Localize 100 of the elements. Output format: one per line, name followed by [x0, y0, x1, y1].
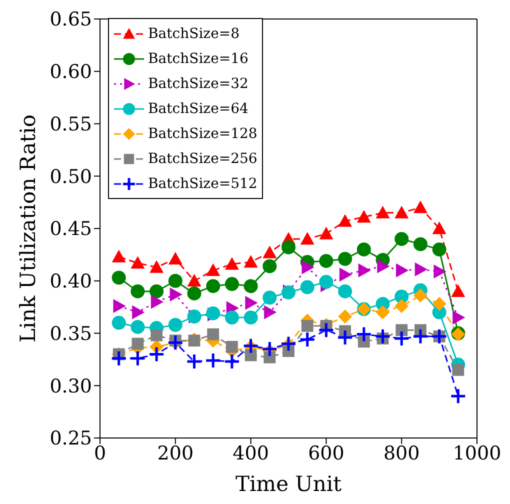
x-tick-label: 1000 [452, 442, 502, 464]
y-tick-label: 0.30 [50, 375, 92, 398]
point [394, 206, 409, 218]
point [338, 214, 352, 227]
point [168, 252, 182, 264]
point [244, 279, 258, 294]
point [168, 318, 182, 332]
point [262, 290, 277, 305]
point [130, 320, 145, 334]
point [374, 328, 391, 345]
point [356, 242, 371, 256]
x-tick-label: 800 [383, 442, 420, 464]
point [264, 351, 276, 364]
point [413, 288, 428, 303]
point [396, 324, 408, 336]
point [300, 232, 314, 245]
point [129, 350, 146, 367]
point [414, 262, 428, 276]
point [432, 242, 446, 256]
y-tick-label: 0.60 [50, 61, 92, 84]
y-tick-label: 0.50 [50, 166, 92, 188]
point [396, 263, 409, 278]
point [282, 345, 294, 358]
point [394, 232, 409, 246]
x-tick-label: 200 [157, 442, 194, 464]
y-tick-label: 0.55 [50, 113, 92, 136]
point [224, 277, 239, 292]
point [168, 274, 182, 288]
point [207, 328, 220, 340]
point [264, 305, 277, 320]
x-tick-label: 600 [308, 442, 344, 464]
y-tick-label: 0.65 [50, 8, 92, 31]
point [318, 322, 334, 338]
point [377, 259, 390, 274]
y-tick-label: 0.35 [50, 322, 92, 345]
point [112, 270, 126, 285]
point [187, 274, 202, 286]
point [450, 388, 466, 404]
point [338, 252, 352, 266]
point [224, 353, 240, 370]
point [434, 264, 446, 278]
point [302, 260, 314, 274]
point [150, 260, 164, 273]
legend-label: BatchSize=8 [148, 26, 240, 42]
y-tick-label: 0.25 [50, 428, 92, 450]
point [301, 320, 314, 332]
y-tick-label: 0.45 [50, 218, 92, 240]
point [356, 326, 372, 343]
point [244, 349, 257, 362]
point [132, 305, 145, 320]
point [413, 200, 428, 214]
y-axis-title: Link Utilization Ratio [16, 114, 40, 343]
point [413, 237, 428, 252]
legend-label: BatchSize=64 [148, 100, 248, 116]
point [150, 294, 164, 309]
point [452, 364, 464, 376]
point [244, 310, 258, 325]
point [393, 330, 410, 347]
point [150, 284, 164, 298]
point [206, 279, 220, 294]
point [261, 340, 278, 358]
point [300, 280, 314, 294]
x-tick-label: 0 [94, 442, 106, 464]
point [282, 240, 296, 254]
point [412, 328, 429, 345]
point [452, 310, 466, 325]
point [130, 284, 145, 298]
point [226, 340, 238, 353]
point [204, 352, 222, 369]
point [110, 350, 128, 367]
point [338, 284, 352, 298]
point [262, 246, 277, 258]
x-axis-title: Time Unit [235, 472, 342, 496]
point [245, 296, 258, 310]
point [339, 268, 352, 282]
point [244, 255, 258, 268]
point [432, 296, 446, 311]
legend-label: BatchSize=32 [148, 76, 248, 92]
point [299, 331, 316, 348]
point [186, 353, 202, 370]
point [170, 287, 182, 302]
point [319, 226, 334, 240]
legend-label: BatchSize=256 [148, 150, 258, 166]
point [432, 222, 446, 234]
point [112, 316, 126, 330]
point [132, 338, 144, 350]
point [319, 254, 334, 268]
legend-label: BatchSize=16 [148, 50, 248, 66]
y-tick-label: 0.40 [50, 270, 92, 293]
point [376, 305, 390, 320]
point [206, 263, 220, 276]
legend-label: BatchSize=128 [148, 126, 258, 142]
point [148, 346, 165, 362]
point [451, 284, 466, 297]
legend-label: BatchSize=512 [148, 176, 258, 192]
point [113, 299, 126, 314]
point [224, 257, 239, 270]
point [356, 210, 371, 223]
point [376, 206, 390, 218]
point [112, 250, 126, 262]
